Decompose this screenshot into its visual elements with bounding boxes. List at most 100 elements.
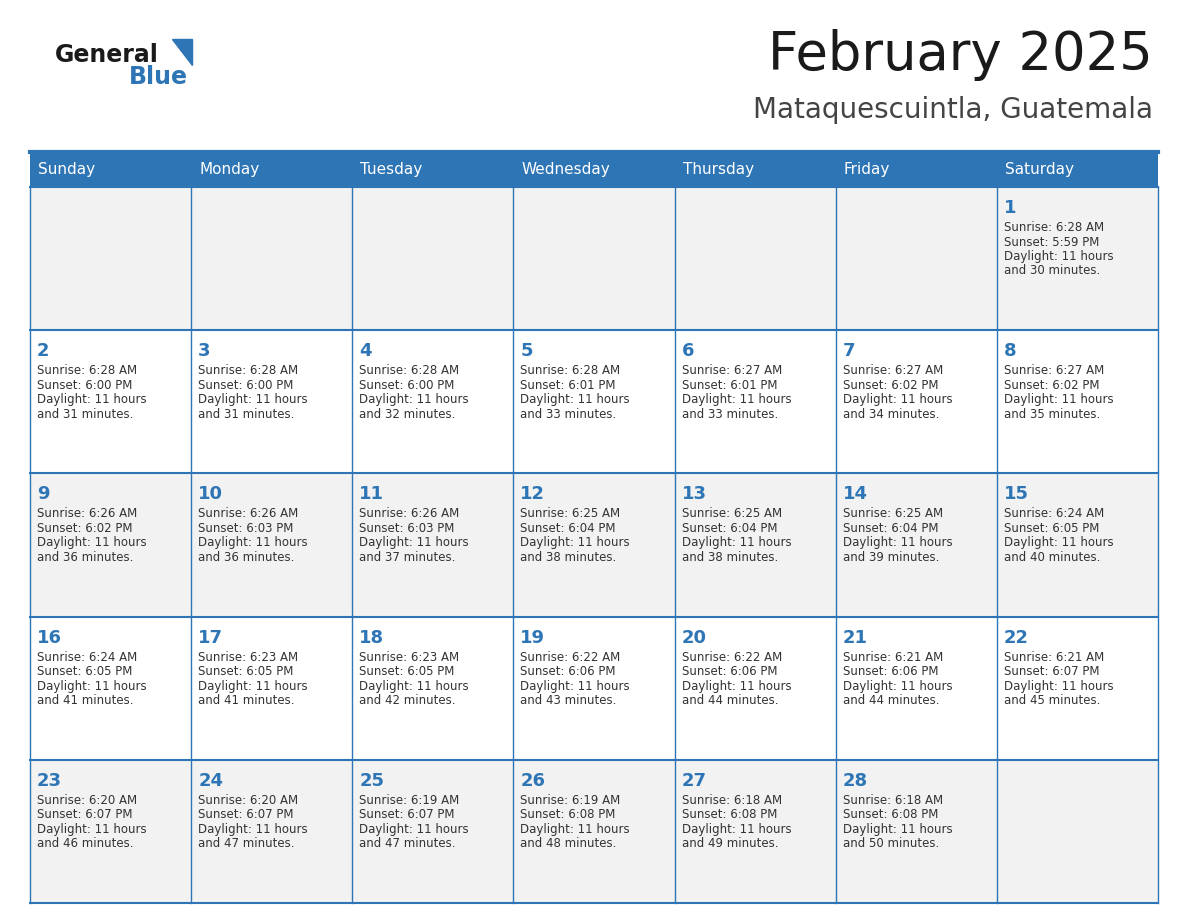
Text: Sunrise: 6:18 AM: Sunrise: 6:18 AM (682, 794, 782, 807)
Text: and 43 minutes.: and 43 minutes. (520, 694, 617, 707)
Text: Sunset: 6:01 PM: Sunset: 6:01 PM (682, 379, 777, 392)
Text: Daylight: 11 hours: Daylight: 11 hours (1004, 536, 1113, 549)
Text: Sunset: 6:03 PM: Sunset: 6:03 PM (359, 522, 455, 535)
Text: Sunrise: 6:25 AM: Sunrise: 6:25 AM (842, 508, 943, 521)
Text: 17: 17 (198, 629, 223, 646)
Text: and 37 minutes.: and 37 minutes. (359, 551, 456, 564)
Text: Sunrise: 6:27 AM: Sunrise: 6:27 AM (842, 364, 943, 377)
Text: 12: 12 (520, 486, 545, 503)
Text: Sunset: 6:02 PM: Sunset: 6:02 PM (37, 522, 133, 535)
Text: Sunrise: 6:27 AM: Sunrise: 6:27 AM (682, 364, 782, 377)
Text: 22: 22 (1004, 629, 1029, 646)
Bar (30, 617, 1158, 760)
Text: Sunrise: 6:19 AM: Sunrise: 6:19 AM (520, 794, 620, 807)
Text: Sunset: 6:05 PM: Sunset: 6:05 PM (359, 666, 455, 678)
Text: 7: 7 (842, 342, 855, 360)
Text: and 46 minutes.: and 46 minutes. (37, 837, 133, 850)
Text: and 49 minutes.: and 49 minutes. (682, 837, 778, 850)
Text: Daylight: 11 hours: Daylight: 11 hours (1004, 250, 1113, 263)
Bar (30, 152, 1158, 187)
Text: Daylight: 11 hours: Daylight: 11 hours (37, 536, 146, 549)
Text: 19: 19 (520, 629, 545, 646)
Text: Daylight: 11 hours: Daylight: 11 hours (682, 679, 791, 692)
Text: Sunrise: 6:21 AM: Sunrise: 6:21 AM (1004, 651, 1104, 664)
Text: 5: 5 (520, 342, 533, 360)
Text: Daylight: 11 hours: Daylight: 11 hours (359, 393, 469, 406)
Text: Sunrise: 6:26 AM: Sunrise: 6:26 AM (359, 508, 460, 521)
Text: and 31 minutes.: and 31 minutes. (37, 408, 133, 420)
Text: 2: 2 (37, 342, 50, 360)
Text: and 33 minutes.: and 33 minutes. (682, 408, 778, 420)
Text: Sunset: 6:00 PM: Sunset: 6:00 PM (37, 379, 132, 392)
Text: Daylight: 11 hours: Daylight: 11 hours (198, 679, 308, 692)
Text: Daylight: 11 hours: Daylight: 11 hours (37, 823, 146, 835)
Text: Sunrise: 6:21 AM: Sunrise: 6:21 AM (842, 651, 943, 664)
Text: 14: 14 (842, 486, 867, 503)
Text: Sunrise: 6:28 AM: Sunrise: 6:28 AM (359, 364, 460, 377)
Polygon shape (172, 39, 192, 65)
Text: Sunrise: 6:25 AM: Sunrise: 6:25 AM (682, 508, 782, 521)
Text: Daylight: 11 hours: Daylight: 11 hours (842, 393, 953, 406)
Text: Daylight: 11 hours: Daylight: 11 hours (520, 536, 630, 549)
Text: Sunset: 6:04 PM: Sunset: 6:04 PM (520, 522, 615, 535)
Text: Sunset: 6:00 PM: Sunset: 6:00 PM (359, 379, 455, 392)
Text: 4: 4 (359, 342, 372, 360)
Text: and 36 minutes.: and 36 minutes. (37, 551, 133, 564)
Text: Sunrise: 6:28 AM: Sunrise: 6:28 AM (198, 364, 298, 377)
Bar (30, 760, 1158, 903)
Text: Daylight: 11 hours: Daylight: 11 hours (198, 536, 308, 549)
Text: and 32 minutes.: and 32 minutes. (359, 408, 456, 420)
Text: Sunset: 6:08 PM: Sunset: 6:08 PM (520, 809, 615, 822)
Text: Sunrise: 6:23 AM: Sunrise: 6:23 AM (359, 651, 460, 664)
Text: and 42 minutes.: and 42 minutes. (359, 694, 456, 707)
Text: and 39 minutes.: and 39 minutes. (842, 551, 939, 564)
Text: and 47 minutes.: and 47 minutes. (359, 837, 456, 850)
Text: Friday: Friday (843, 162, 890, 177)
Text: Sunrise: 6:26 AM: Sunrise: 6:26 AM (37, 508, 138, 521)
Text: 10: 10 (198, 486, 223, 503)
Text: Daylight: 11 hours: Daylight: 11 hours (37, 393, 146, 406)
Text: Sunset: 6:02 PM: Sunset: 6:02 PM (842, 379, 939, 392)
Text: Sunrise: 6:28 AM: Sunrise: 6:28 AM (37, 364, 137, 377)
Text: 27: 27 (682, 772, 707, 789)
Text: and 31 minutes.: and 31 minutes. (198, 408, 295, 420)
Text: and 41 minutes.: and 41 minutes. (37, 694, 133, 707)
Text: Daylight: 11 hours: Daylight: 11 hours (520, 679, 630, 692)
Text: 11: 11 (359, 486, 384, 503)
Text: Sunrise: 6:20 AM: Sunrise: 6:20 AM (198, 794, 298, 807)
Text: 23: 23 (37, 772, 62, 789)
Text: Sunset: 6:00 PM: Sunset: 6:00 PM (198, 379, 293, 392)
Text: and 35 minutes.: and 35 minutes. (1004, 408, 1100, 420)
Text: Sunrise: 6:23 AM: Sunrise: 6:23 AM (198, 651, 298, 664)
Text: Tuesday: Tuesday (360, 162, 423, 177)
Text: Daylight: 11 hours: Daylight: 11 hours (359, 679, 469, 692)
Text: 16: 16 (37, 629, 62, 646)
Text: 24: 24 (198, 772, 223, 789)
Text: Daylight: 11 hours: Daylight: 11 hours (37, 679, 146, 692)
Text: Daylight: 11 hours: Daylight: 11 hours (682, 823, 791, 835)
Text: Sunrise: 6:24 AM: Sunrise: 6:24 AM (37, 651, 138, 664)
Text: Sunset: 6:07 PM: Sunset: 6:07 PM (1004, 666, 1099, 678)
Text: Sunset: 6:04 PM: Sunset: 6:04 PM (842, 522, 939, 535)
Text: Daylight: 11 hours: Daylight: 11 hours (198, 393, 308, 406)
Text: and 44 minutes.: and 44 minutes. (682, 694, 778, 707)
Text: Daylight: 11 hours: Daylight: 11 hours (842, 823, 953, 835)
Text: Sunset: 6:01 PM: Sunset: 6:01 PM (520, 379, 615, 392)
Text: Daylight: 11 hours: Daylight: 11 hours (1004, 393, 1113, 406)
Text: Sunrise: 6:18 AM: Sunrise: 6:18 AM (842, 794, 943, 807)
Text: Sunset: 6:02 PM: Sunset: 6:02 PM (1004, 379, 1099, 392)
Text: and 34 minutes.: and 34 minutes. (842, 408, 939, 420)
Bar (30, 330, 1158, 474)
Text: Sunrise: 6:28 AM: Sunrise: 6:28 AM (1004, 221, 1104, 234)
Text: Saturday: Saturday (1005, 162, 1074, 177)
Text: Sunset: 6:04 PM: Sunset: 6:04 PM (682, 522, 777, 535)
Text: Sunset: 6:06 PM: Sunset: 6:06 PM (682, 666, 777, 678)
Text: Blue: Blue (129, 65, 188, 89)
Text: Daylight: 11 hours: Daylight: 11 hours (520, 393, 630, 406)
Text: Mataquescuintla, Guatemala: Mataquescuintla, Guatemala (753, 96, 1154, 124)
Text: Sunrise: 6:28 AM: Sunrise: 6:28 AM (520, 364, 620, 377)
Text: Daylight: 11 hours: Daylight: 11 hours (359, 536, 469, 549)
Text: Sunday: Sunday (38, 162, 95, 177)
Text: Sunrise: 6:20 AM: Sunrise: 6:20 AM (37, 794, 137, 807)
Text: 13: 13 (682, 486, 707, 503)
